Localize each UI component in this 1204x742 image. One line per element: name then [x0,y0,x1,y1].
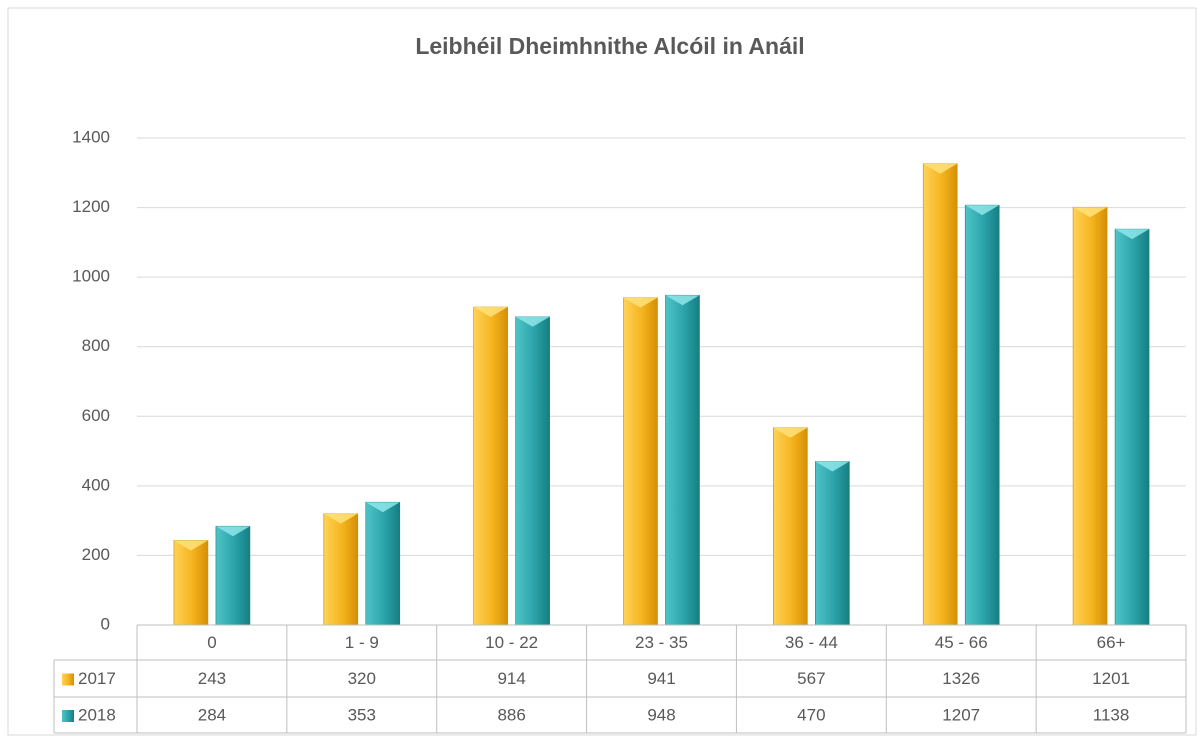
bar-cap [773,427,808,438]
y-tick-label: 200 [82,545,110,564]
chart-title: Leibhéil Dheimhnithe Alcóil in Anáil [415,33,804,59]
bar [365,501,401,626]
bar-cap [965,205,1000,216]
bar [623,297,658,626]
bar-cap [815,461,850,472]
bar-cap [365,502,400,513]
legend-swatch [62,710,74,722]
bar [815,461,850,626]
bar-cap [473,307,508,318]
bar-cap [515,316,550,327]
y-tick-label: 0 [101,614,110,633]
x-tick-label: 1 - 9 [345,633,379,652]
table-value: 1201 [1092,669,1130,688]
bar-cap [923,163,958,174]
y-tick-label: 600 [82,406,110,425]
y-tick-label: 400 [82,475,110,494]
table-value: 1138 [1093,705,1130,724]
y-tick-label: 1200 [72,197,110,216]
table-value: 284 [198,705,226,724]
x-tick-label: 66+ [1097,633,1126,652]
table-value: 914 [497,669,525,688]
y-tick-label: 800 [82,336,110,355]
table-value: 1326 [942,669,980,688]
bar [665,294,700,626]
x-tick-label: 23 - 35 [635,633,688,652]
table-value: 567 [797,669,825,688]
bar [515,316,550,626]
table-value: 320 [348,669,376,688]
x-tick-label: 36 - 44 [785,633,838,652]
x-tick-label: 0 [207,633,216,652]
table-value: 353 [348,705,376,724]
legend-swatch [62,673,74,686]
bar [473,306,508,626]
bar [215,525,251,626]
x-tick-label: 45 - 66 [935,633,988,652]
table-value: 243 [198,669,226,688]
bar-cap [215,526,250,537]
chart-border [7,7,1197,736]
legend-label: 2017 [78,669,116,688]
legend-label: 2018 [78,705,116,724]
table-value: 948 [647,705,675,724]
bar [323,513,359,626]
bar-cap [623,297,658,308]
bar [922,163,958,626]
table-value: 470 [797,705,825,724]
y-tick-label: 1000 [72,267,110,286]
bar [964,204,1000,626]
bar [173,540,209,626]
bar [1072,206,1108,626]
bar-cap [665,295,700,306]
table-value: 1207 [942,705,980,724]
x-tick-label: 10 - 22 [485,633,538,652]
bar-cap [173,540,208,551]
y-tick-label: 1400 [72,127,110,146]
bar-cap [1073,207,1108,218]
bar-cap [1115,229,1150,240]
bar-cap [323,513,358,524]
table-value: 886 [497,705,525,724]
table-value: 941 [647,669,675,688]
bar [773,427,808,626]
bar [1114,228,1150,626]
